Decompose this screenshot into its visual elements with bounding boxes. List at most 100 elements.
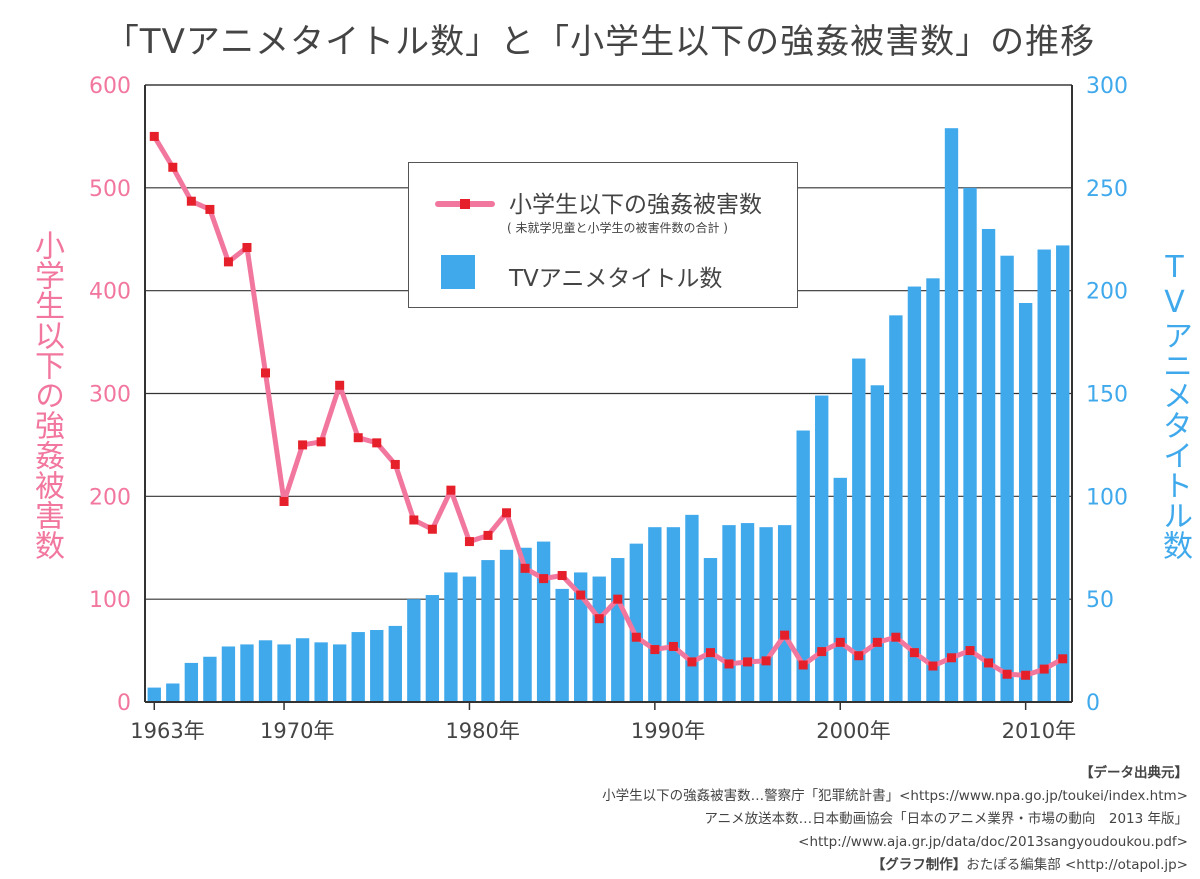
line-point: [1039, 664, 1049, 674]
bar: [907, 286, 922, 702]
bar: [666, 527, 681, 702]
x-tick-label: 2010年: [1002, 719, 1076, 743]
y-axis-left-label: 小学生以下の強姦被害数: [29, 230, 64, 560]
x-tick-label: 1990年: [631, 719, 705, 743]
line-point: [854, 651, 864, 661]
bar-series: [147, 128, 1070, 703]
line-point: [668, 641, 678, 651]
bar: [981, 228, 996, 702]
bar: [815, 395, 829, 702]
bar: [407, 599, 421, 702]
line-point: [928, 661, 938, 671]
bar: [1000, 255, 1014, 702]
line-point: [835, 637, 845, 647]
line-point: [279, 496, 289, 506]
bar: [926, 278, 940, 702]
line-point: [1058, 654, 1068, 664]
bar: [240, 644, 254, 702]
line-point: [594, 614, 604, 624]
x-tick-label: 1970年: [260, 719, 334, 743]
line-point: [817, 647, 827, 657]
bar: [536, 541, 551, 702]
bar: [166, 683, 180, 702]
credit-label: 【グラフ制作】: [871, 857, 967, 873]
line-point: [909, 648, 919, 658]
bar: [1056, 245, 1070, 703]
bar: [833, 477, 847, 702]
chart-title: 「TVアニメタイトル数」と「小学生以下の強姦被害数」の推移: [104, 22, 1096, 62]
y-tick-left: 200: [89, 485, 131, 510]
y-tick-left: 500: [89, 177, 131, 202]
line-point: [965, 646, 975, 656]
bar: [722, 525, 736, 702]
line-point: [483, 530, 493, 540]
x-axis-ticks: 1963年 1970年 1980年 1990年 2000年 2010年: [130, 702, 1076, 743]
line-point: [427, 524, 437, 534]
legend-bar-swatch: [441, 255, 475, 289]
line-point: [446, 485, 456, 495]
bar: [295, 638, 310, 702]
line-point: [353, 433, 363, 443]
source-line-3: <http://www.aja.gr.jp/data/doc/2013sangy…: [798, 834, 1188, 850]
bar: [870, 385, 885, 702]
line-point: [705, 648, 715, 658]
line-point: [798, 660, 808, 670]
y-tick-left: 600: [89, 74, 131, 99]
line-point: [149, 131, 159, 141]
data-sources: 【データ出典元】 小学生以下の強姦被害数…警察庁「犯罪統計書」<https://…: [602, 762, 1188, 877]
line-point: [316, 437, 326, 447]
left-axis-ticks: 0 100 200 300 400 500 600: [89, 74, 131, 716]
line-point: [1021, 670, 1031, 680]
bar: [258, 640, 273, 702]
y-tick-right: 50: [1086, 588, 1114, 613]
y-axis-right-label: TVアニメタイトル数: [1157, 250, 1192, 560]
bar: [221, 646, 236, 702]
line-point: [335, 380, 345, 390]
bar: [963, 187, 977, 703]
y-tick-right: 0: [1086, 691, 1100, 716]
line-point: [186, 196, 196, 206]
bar: [499, 549, 514, 702]
line-point: [576, 590, 586, 600]
legend-bar-label: TVアニメタイトル数: [509, 266, 723, 292]
source-line-2: アニメ放送本数…日本動画協会「日本のアニメ業界・市場の動向 2013 年版」: [704, 811, 1188, 827]
bar: [481, 560, 495, 702]
legend: 小学生以下の強姦被害数 ( 未就学児童と小学生の被害件数の合計 ) TVアニメタ…: [408, 162, 798, 308]
bar: [592, 576, 606, 702]
line-point: [631, 632, 641, 642]
line-point: [520, 563, 530, 573]
line-point: [168, 162, 178, 172]
credit-text: おたぽる編集部 <http://otapol.jp>: [966, 857, 1188, 873]
bar: [462, 576, 477, 702]
bar: [370, 630, 384, 702]
line-point: [205, 204, 215, 214]
right-axis-ticks: 0 50 100 150 200 250 300: [1086, 74, 1128, 716]
bar: [740, 523, 755, 702]
bar: [1018, 303, 1033, 702]
line-point: [298, 440, 308, 450]
source-line-1: 小学生以下の強姦被害数…警察庁「犯罪統計書」<https://www.npa.g…: [602, 788, 1188, 804]
y-tick-right: 100: [1086, 485, 1128, 510]
line-point: [539, 574, 549, 584]
line-point: [261, 368, 271, 378]
bar: [1037, 249, 1051, 703]
bar: [574, 572, 588, 702]
line-point: [650, 645, 660, 655]
line-point: [223, 257, 233, 267]
bar: [685, 514, 699, 702]
bar: [203, 656, 217, 702]
line-point: [390, 459, 400, 469]
legend-line-note: ( 未就学児童と小学生の被害件数の合計 ): [507, 221, 728, 235]
bar: [444, 572, 458, 702]
bar: [351, 632, 365, 702]
x-tick-label: 2000年: [816, 719, 890, 743]
y-tick-left: 400: [89, 280, 131, 305]
bar: [944, 128, 959, 702]
line-point: [613, 594, 623, 604]
bar: [648, 527, 662, 702]
line-point: [761, 656, 771, 666]
y-tick-right: 200: [1086, 280, 1128, 305]
bar: [314, 642, 328, 702]
y-tick-left: 100: [89, 588, 131, 613]
line-point: [687, 657, 697, 667]
